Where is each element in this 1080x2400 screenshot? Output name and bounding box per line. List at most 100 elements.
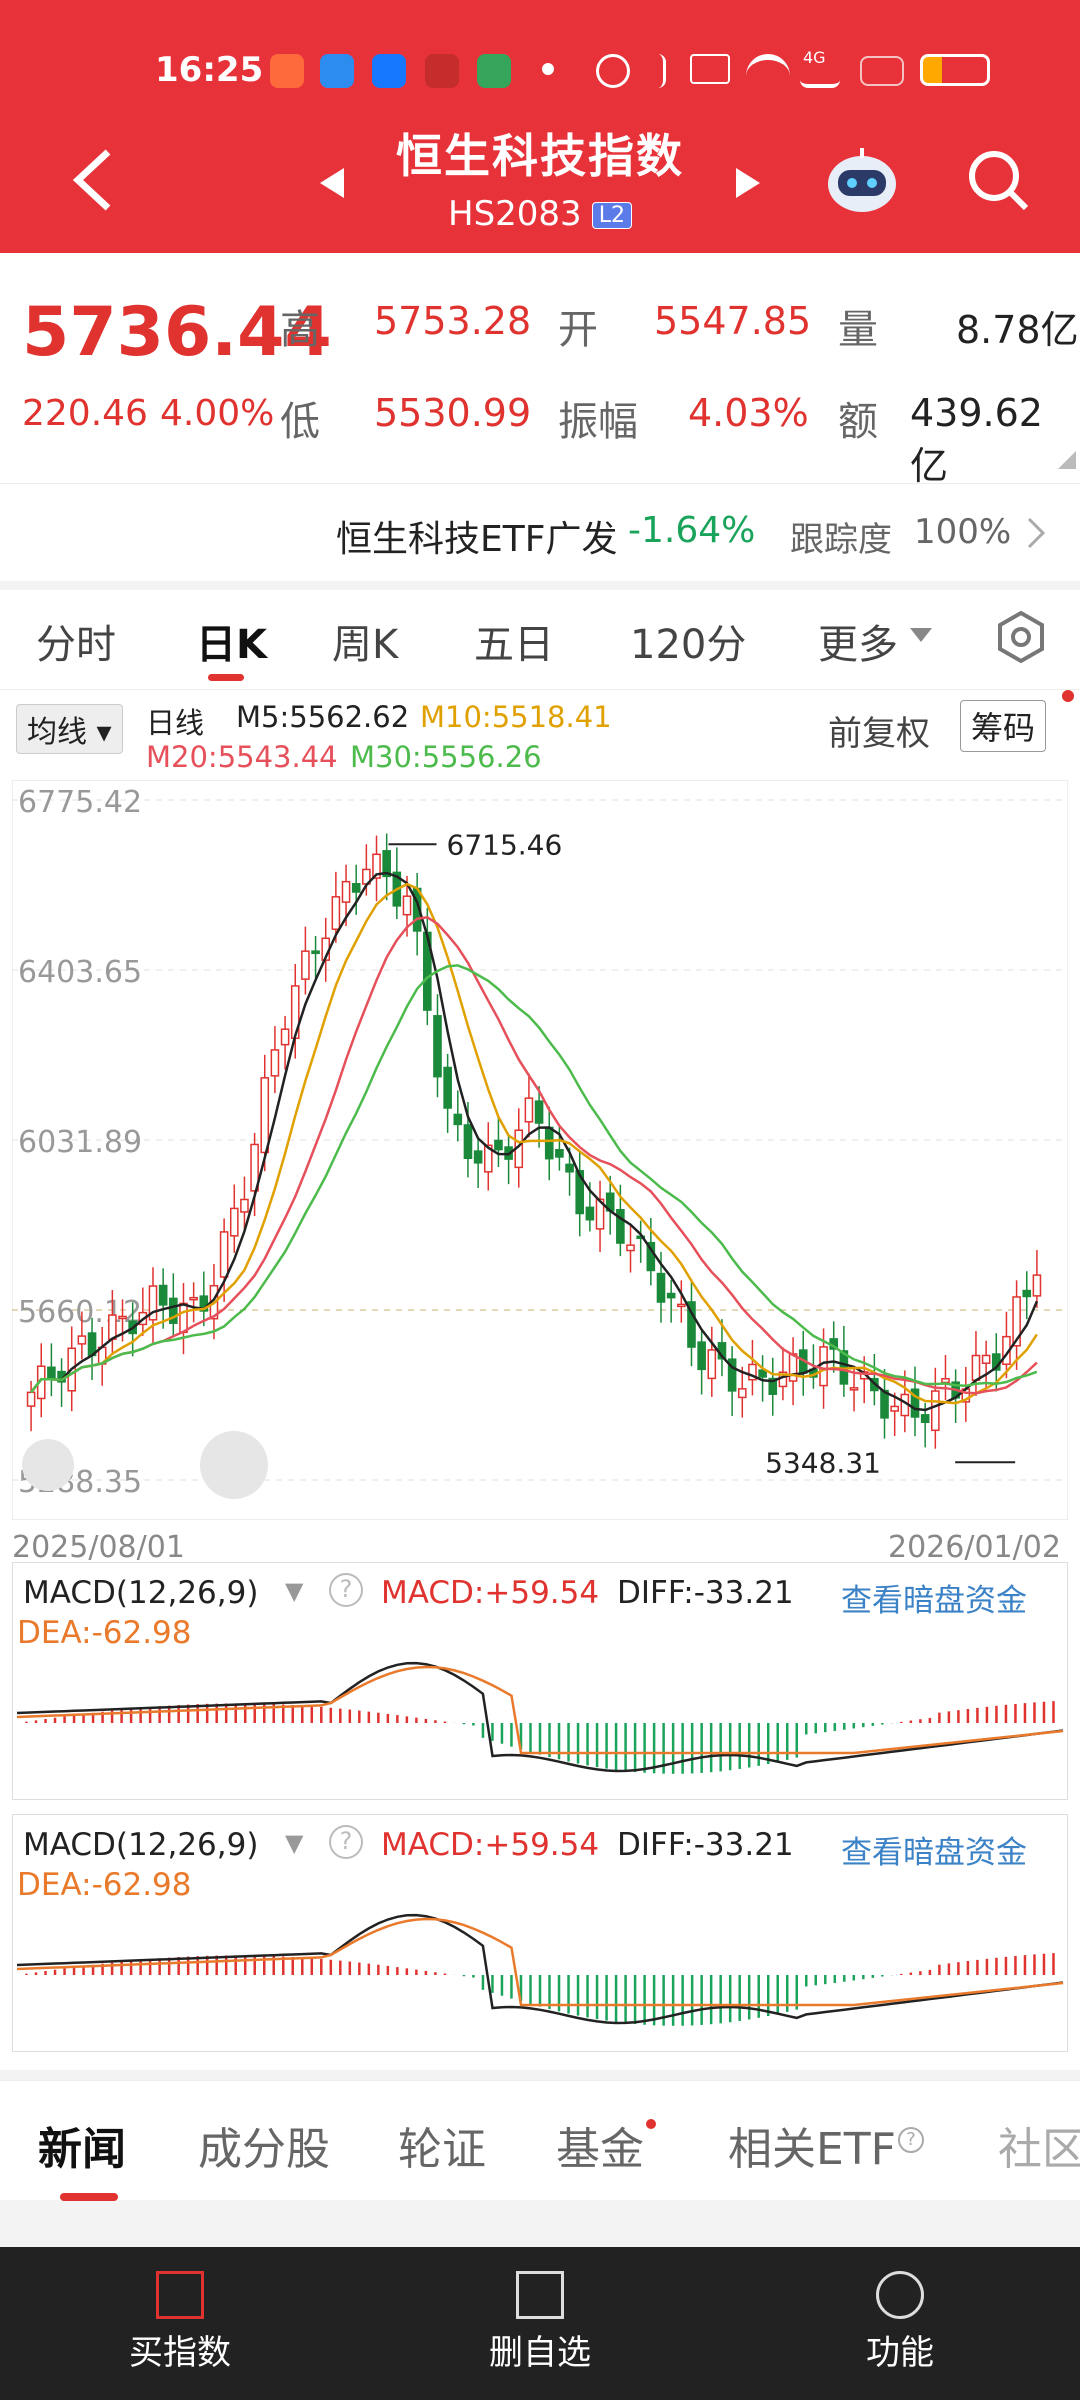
tab-funds[interactable]: 基金 bbox=[556, 2124, 644, 2175]
candle bbox=[666, 1292, 676, 1299]
robot-icon[interactable] bbox=[824, 146, 900, 214]
macd-label[interactable]: MACD(12,26,9) bbox=[23, 1575, 259, 1611]
back-icon[interactable] bbox=[70, 148, 114, 212]
candle bbox=[1032, 1274, 1042, 1297]
tab-news[interactable]: 新闻 bbox=[38, 2124, 126, 2175]
low-label: 低 bbox=[280, 399, 320, 445]
legend-m5: M5:5562.62 bbox=[236, 700, 410, 734]
tab-five-day[interactable]: 五日 bbox=[474, 622, 554, 668]
fullscreen-icon[interactable] bbox=[200, 1431, 268, 1499]
candle bbox=[626, 1244, 635, 1252]
last-price: 5736.44 bbox=[22, 293, 332, 372]
payment-icon bbox=[372, 54, 406, 88]
help-icon[interactable]: ? bbox=[898, 2127, 924, 2153]
y-tick-label: 5660.12 bbox=[18, 1295, 142, 1330]
function-button[interactable]: 功能 bbox=[800, 2271, 1000, 2374]
candle bbox=[169, 1297, 178, 1324]
candle bbox=[351, 882, 361, 893]
macd-label[interactable]: MACD(12,26,9) bbox=[23, 1827, 259, 1863]
amplitude-label: 振幅 bbox=[558, 399, 638, 445]
payment-icon bbox=[320, 54, 354, 88]
candle bbox=[931, 1390, 940, 1432]
settings-icon[interactable] bbox=[994, 610, 1048, 664]
tab-daily-k[interactable]: 日K bbox=[196, 622, 267, 668]
candle bbox=[849, 1387, 859, 1391]
macd-value: MACD:+59.54 bbox=[381, 1827, 600, 1863]
candle bbox=[301, 950, 310, 980]
candle bbox=[544, 1126, 554, 1160]
ma-line-m20 bbox=[30, 915, 1038, 1395]
candle bbox=[981, 1354, 991, 1364]
ma-select[interactable]: 均线 ▾ bbox=[16, 704, 123, 754]
prev-icon[interactable] bbox=[318, 166, 348, 200]
dropdown-icon[interactable]: ▼ bbox=[285, 1829, 304, 1857]
candle bbox=[758, 1369, 767, 1378]
signal-icon bbox=[800, 70, 840, 88]
candle bbox=[229, 1207, 239, 1237]
candle bbox=[118, 1315, 127, 1320]
dea-value: DEA:-62.98 bbox=[17, 1867, 192, 1903]
candle bbox=[788, 1353, 798, 1382]
candle bbox=[341, 880, 351, 903]
candle bbox=[189, 1296, 198, 1301]
candle bbox=[768, 1377, 778, 1395]
content-tabs: 新闻 成分股 轮证 基金 相关ETF ? 社区 bbox=[0, 2080, 1080, 2201]
candle bbox=[179, 1302, 188, 1334]
chart-frame bbox=[12, 780, 1068, 1520]
search-icon[interactable] bbox=[966, 148, 1030, 212]
help-icon[interactable]: ? bbox=[329, 1825, 363, 1859]
tab-weekly-k[interactable]: 周K bbox=[332, 622, 399, 668]
next-icon[interactable] bbox=[732, 166, 762, 200]
chips-button[interactable]: 筹码 bbox=[960, 700, 1047, 752]
diff-line bbox=[16, 1661, 1064, 1773]
dark-pool-link[interactable]: 查看暗盘资金 bbox=[841, 1583, 1027, 1619]
app-header: 16:25 4G 恒生科技指数 HS2083 L2 bbox=[0, 0, 1080, 253]
bluetooth-icon bbox=[646, 54, 666, 88]
period-label: 日线 bbox=[146, 706, 205, 740]
candle bbox=[555, 1149, 564, 1158]
tab-intraday[interactable]: 分时 bbox=[36, 622, 116, 668]
tab-related-etf[interactable]: 相关ETF bbox=[728, 2124, 896, 2175]
tab-warrants[interactable]: 轮证 bbox=[398, 2124, 486, 2175]
bank-icon bbox=[425, 54, 459, 88]
candle bbox=[158, 1284, 168, 1306]
etf-row[interactable]: 恒生科技ETF广发 -1.64% 跟踪度 100% bbox=[0, 483, 1080, 581]
candle bbox=[433, 1015, 442, 1078]
candle bbox=[565, 1163, 574, 1173]
quote-panel: 5736.44 220.46 4.00% 高 5753.28 开 5547.85… bbox=[0, 253, 1080, 488]
dark-pool-link[interactable]: 查看暗盘资金 bbox=[841, 1835, 1027, 1871]
etf-name: 恒生科技ETF广发 bbox=[336, 519, 618, 560]
candle bbox=[331, 896, 341, 930]
notification-dot bbox=[646, 2119, 656, 2129]
candle bbox=[920, 1414, 930, 1424]
buy-icon bbox=[156, 2271, 204, 2319]
candle bbox=[656, 1272, 666, 1303]
kline-chart[interactable]: 6775.426403.656031.895660.125288.356715.… bbox=[12, 780, 1068, 1520]
tab-community[interactable]: 社区 bbox=[998, 2124, 1080, 2175]
remove-watchlist-button[interactable]: 删自选 bbox=[440, 2271, 640, 2374]
buy-index-button[interactable]: 买指数 bbox=[80, 2271, 280, 2374]
candle bbox=[910, 1388, 920, 1418]
signal-icon bbox=[860, 56, 904, 86]
tab-constituents[interactable]: 成分股 bbox=[198, 2124, 330, 2175]
status-bar: 16:25 4G bbox=[0, 48, 1080, 92]
tab-120min[interactable]: 120分 bbox=[630, 622, 747, 668]
dea-line bbox=[16, 1917, 1064, 2007]
change-percent: 4.00% bbox=[160, 393, 275, 434]
amount-label: 额 bbox=[838, 399, 878, 445]
adjust-label[interactable]: 前复权 bbox=[828, 714, 930, 754]
candle bbox=[941, 1378, 950, 1384]
candle bbox=[77, 1335, 87, 1345]
candle bbox=[47, 1366, 56, 1380]
dropdown-icon[interactable]: ▼ bbox=[285, 1577, 304, 1605]
chart-area: 均线 ▾ 日线 M5:5562.62 M10:5518.41 M20:5543.… bbox=[0, 690, 1080, 2070]
diff-value: DIFF:-33.21 bbox=[617, 1827, 794, 1863]
candle bbox=[534, 1100, 544, 1124]
amplitude-value: 4.03% bbox=[688, 391, 809, 435]
active-tab-indicator bbox=[208, 674, 244, 681]
tab-more[interactable]: 更多 bbox=[818, 622, 898, 668]
ma-select-label: 均线 bbox=[27, 715, 87, 750]
help-icon[interactable]: ? bbox=[329, 1573, 363, 1607]
high-value: 5753.28 bbox=[374, 299, 532, 343]
expand-icon[interactable] bbox=[22, 1439, 74, 1491]
